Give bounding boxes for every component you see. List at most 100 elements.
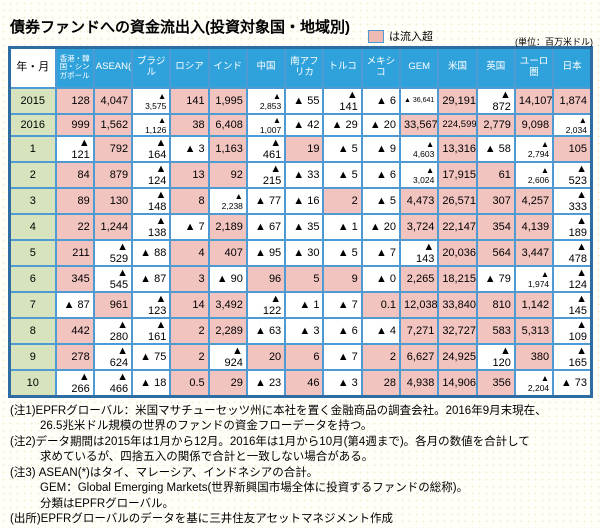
- table-cell: ▲ 3,024: [399, 160, 440, 189]
- row-label: 8: [8, 316, 57, 345]
- table-cell: ▲ 145: [552, 290, 593, 319]
- legend-label: は流入超: [389, 31, 433, 43]
- table-cell: ▲ 161: [131, 316, 172, 345]
- table-cell: ▲ 545: [92, 264, 134, 293]
- table-cell: 9,098: [513, 112, 555, 137]
- column-header: 中国: [245, 46, 287, 89]
- table-cell: 4,257: [513, 186, 555, 215]
- table-cell: ▲ 3: [322, 368, 363, 397]
- table-cell: 14: [169, 290, 210, 319]
- table-cell: 105: [552, 134, 593, 163]
- table-cell: ▲ 266: [54, 368, 95, 397]
- table-cell: 61: [475, 160, 516, 189]
- table-cell: 2,289: [207, 316, 248, 345]
- table-cell: 20,036: [437, 238, 478, 267]
- table-cell: 1,142: [513, 290, 555, 319]
- table-cell: ▲ 138: [131, 212, 172, 241]
- table-cell: ▲ 1,974: [513, 264, 555, 293]
- table-cell: ▲ 1,126: [131, 112, 172, 137]
- table-cell: 17,915: [437, 160, 478, 189]
- table-cell: ▲ 123: [131, 290, 172, 319]
- table-cell: 1,874: [552, 86, 593, 115]
- table-cell: ▲ 58: [475, 134, 516, 163]
- table-cell: 13,316: [437, 134, 478, 163]
- footnote-line: GEM：Global Emerging Markets(世界新興国市場全体に投資…: [40, 482, 469, 494]
- table-cell: ▲ 2,606: [513, 160, 555, 189]
- table-cell: 278: [54, 342, 95, 371]
- table-cell: 18,215: [437, 264, 478, 293]
- table-cell: ▲ 280: [92, 316, 134, 345]
- row-label: 10: [8, 368, 57, 397]
- table-cell: 3,447: [513, 238, 555, 267]
- table-cell: 1,244: [92, 212, 134, 241]
- table-cell: 130: [92, 186, 134, 215]
- table-row: 2015 128 4,047 ▲ 3,575 141 1,995 ▲ 2,853 ▲ 55 ▲ …: [8, 86, 593, 115]
- table-cell: ▲ 189: [552, 212, 593, 241]
- table-cell: ▲ 88: [131, 238, 172, 267]
- table-cell: ▲ 624: [92, 342, 134, 371]
- table-cell: 583: [475, 316, 516, 345]
- inflow-legend: は流入超: [368, 28, 433, 44]
- table-cell: 4,139: [513, 212, 555, 241]
- table-cell: 961: [92, 290, 134, 319]
- footnote-line: (出所)EPFRグローバルのデータを基に三井住友アセットマネジメント作成: [10, 513, 393, 525]
- table-cell: 2: [169, 316, 210, 345]
- footnote-line: 26.5兆米ドル規模の世界のファンドの資金フローデータを持つ。: [40, 420, 373, 432]
- table-cell: 307: [475, 186, 516, 215]
- table-cell: ▲ 2,034: [552, 112, 593, 137]
- table-cell: ▲ 333: [552, 186, 593, 215]
- table-cell: ▲ 1,007: [245, 112, 287, 137]
- table-cell: ▲ 143: [399, 238, 440, 267]
- row-label: 1: [8, 134, 57, 163]
- unit-label: (単位：百万米ドル): [515, 37, 593, 47]
- table-cell: ▲ 3,575: [131, 86, 172, 115]
- table-cell: ▲ 120: [475, 342, 516, 371]
- fund-flow-table: 年・月 香港・韓国・シンガポールASEAN(*)ブラジルロシアインド中国南アフリ…: [8, 46, 593, 398]
- table-cell: 1,163: [207, 134, 248, 163]
- table-cell: ▲ 466: [92, 368, 134, 397]
- table-cell: 211: [54, 238, 95, 267]
- table-cell: 13: [169, 160, 210, 189]
- table-cell: ▲ 77: [245, 186, 287, 215]
- table-cell: 3,492: [207, 290, 248, 319]
- footnote-line: 求めているが、四捨五入の関係で合計と一致しない場合がある。: [40, 451, 374, 463]
- table-cell: 6,408: [207, 112, 248, 137]
- table-cell: ▲ 122: [245, 290, 287, 319]
- table-cell: 22,147: [437, 212, 478, 241]
- table-cell: 2: [360, 342, 402, 371]
- row-label: 6: [8, 264, 57, 293]
- table-cell: ▲ 20: [360, 112, 402, 137]
- table-cell: ▲ 109: [552, 316, 593, 345]
- table-cell: 1,995: [207, 86, 248, 115]
- table-cell: 2,779: [475, 112, 516, 137]
- footnote-line: (注3) ASEAN(*)はタイ、マレーシア、インドネシアの合計。: [10, 466, 319, 479]
- row-label: 2016: [8, 112, 57, 137]
- table-cell: ▲ 124: [552, 264, 593, 293]
- table-cell: ▲ 924: [207, 342, 248, 371]
- table-row: 1 ▲ 121 792 ▲ 164 ▲ 3 1,163 ▲ 461 19 ▲ 5 ▲ 9 ▲ 4,6…: [8, 134, 593, 163]
- table-cell: ▲ 5: [360, 186, 402, 215]
- table-cell: 564: [475, 238, 516, 267]
- table-cell: ▲ 29: [322, 112, 363, 137]
- table-cell: ▲ 2,204: [513, 368, 555, 397]
- table-cell: ▲ 5: [322, 238, 363, 267]
- column-header: 英国: [475, 46, 516, 89]
- table-cell: 32,727: [437, 316, 478, 345]
- table-cell: ▲ 4,603: [399, 134, 440, 163]
- table-row: 9 278 ▲ 624 ▲ 75 2 ▲ 924 20 6 ▲ 7 2 6,627 24,925 ▲ 1…: [8, 342, 593, 371]
- table-cell: ▲ 529: [92, 238, 134, 267]
- table-cell: 33,567: [399, 112, 440, 137]
- table-cell: 3: [169, 264, 210, 293]
- row-label: 9: [8, 342, 57, 371]
- table-row: 2 84 879 ▲ 124 13 92 ▲ 215 ▲ 33 ▲ 5 ▲ 6 ▲ 3,024 17,…: [8, 160, 593, 189]
- column-header: 南アフリカ: [284, 46, 325, 89]
- table-cell: 5: [284, 264, 325, 293]
- inflow-swatch-icon: [368, 29, 384, 43]
- table-cell: ▲ 90: [207, 264, 248, 293]
- column-header: 米国: [437, 46, 478, 89]
- table-cell: 4,938: [399, 368, 440, 397]
- table-cell: ▲ 523: [552, 160, 593, 189]
- table-cell: 89: [54, 186, 95, 215]
- row-label: 5: [8, 238, 57, 267]
